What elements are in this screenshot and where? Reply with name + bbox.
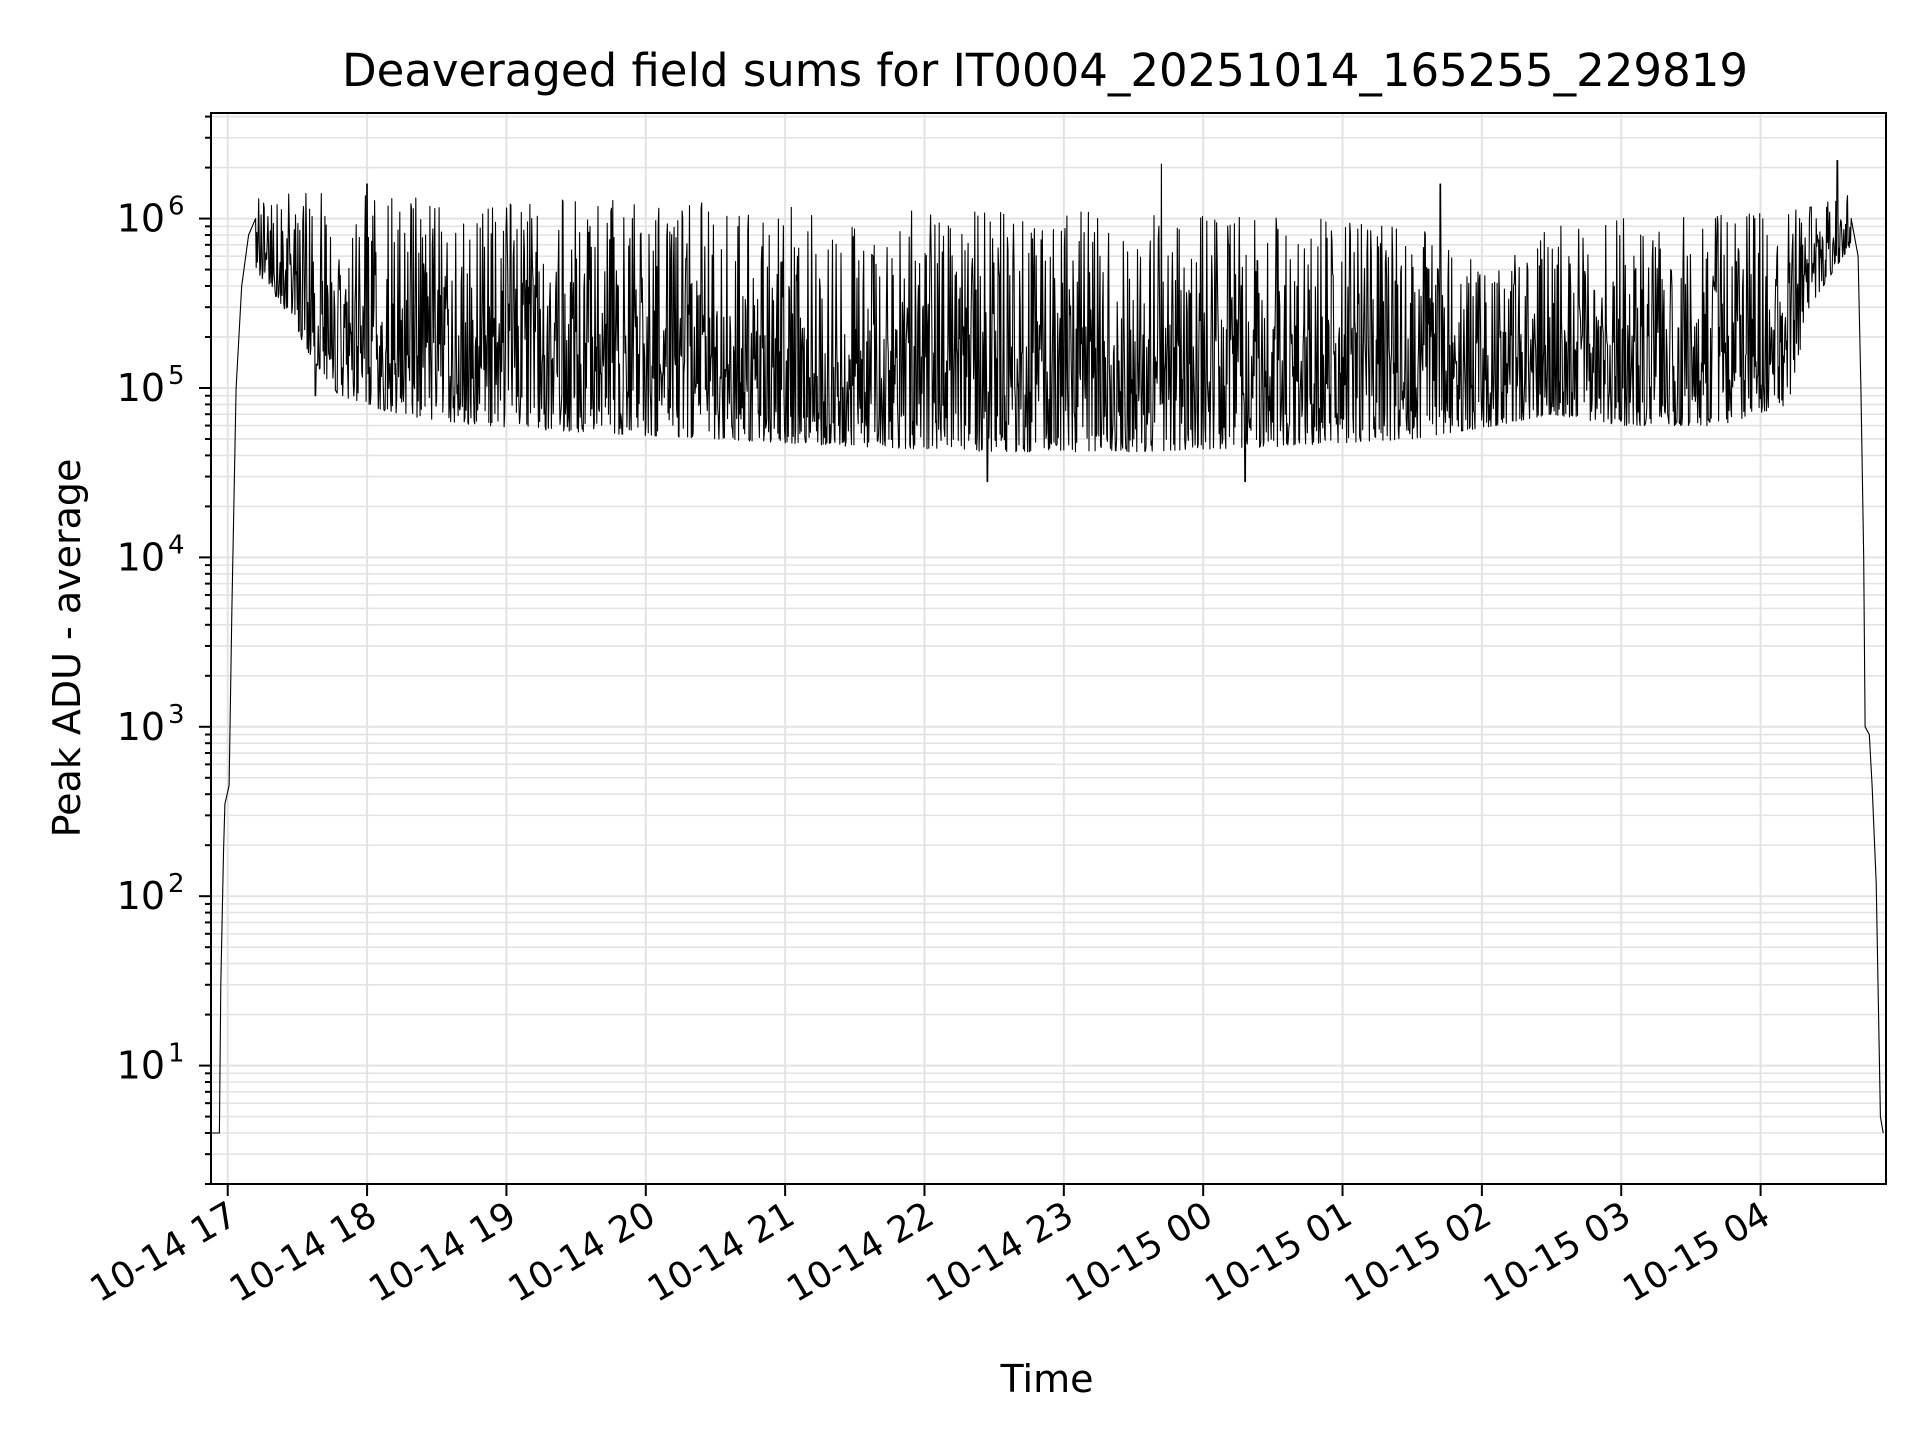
y-tick-exponent: 6 (168, 192, 185, 222)
y-tick-base: 10 (117, 366, 165, 410)
plot-frame (210, 112, 1887, 1185)
y-tick-exponent: 5 (168, 361, 185, 391)
y-tick-base: 10 (117, 197, 165, 241)
y-tick-exponent: 1 (168, 1039, 185, 1069)
y-tick-base: 10 (117, 705, 165, 749)
y-tick-label: 10 3 (117, 700, 185, 749)
y-tick-base: 10 (117, 874, 165, 918)
series-layer (211, 160, 1884, 1134)
y-tick-exponent: 4 (168, 530, 185, 560)
series-line (211, 160, 1884, 1134)
y-tick-exponent: 3 (168, 700, 185, 730)
y-tick-base: 10 (117, 1044, 165, 1088)
y-tick-label: 10 4 (117, 530, 185, 579)
chart-title: Deaveraged field sums for IT0004_2025101… (342, 44, 1748, 97)
y-tick-label: 10 2 (117, 869, 185, 918)
x-axis-label: Time (1000, 1357, 1094, 1401)
y-tick-label: 10 6 (117, 192, 185, 241)
y-tick-exponent: 2 (168, 869, 185, 899)
y-tick-label: 10 1 (117, 1039, 185, 1088)
y-tick-base: 10 (117, 535, 165, 579)
y-axis-label: Peak ADU - average (45, 459, 89, 838)
y-tick-label: 10 5 (117, 361, 185, 410)
